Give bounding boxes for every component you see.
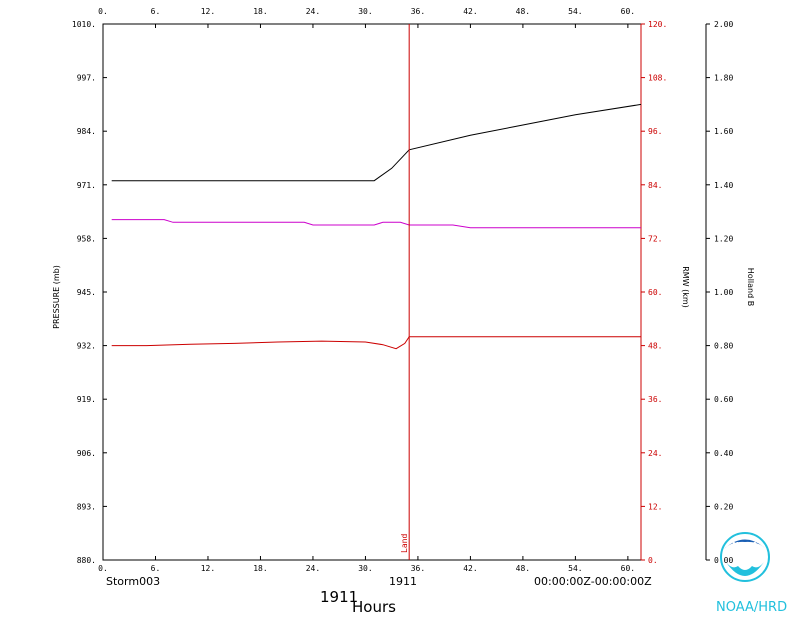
rmw-tick-label: 36. (648, 395, 662, 404)
holland-b-series-line (111, 219, 641, 229)
rmw-tick-label: 48. (648, 342, 662, 351)
holland-tick-label: 2.00 (714, 20, 733, 29)
rmw-tick-label: 96. (648, 127, 662, 136)
holland-axis-ticks: 0.00 0.20 0.40 0.60 0.80 1.00 1.20 1.40 1.60 1.80… (706, 20, 733, 565)
x-tick-top-label: 60. (621, 7, 635, 16)
storm-name: Storm003 (106, 575, 160, 588)
holland-tick-label: 0.20 (714, 502, 733, 511)
rmw-tick-label: 120. (648, 20, 667, 29)
rmw-tick-label: 24. (648, 449, 662, 458)
holland-tick-label: 0.80 (714, 342, 733, 351)
pressure-axis-ticks: 880. 893. 906. 919. 932. 945. 958. 971. 984. 997.… (72, 20, 107, 565)
x-tick-bottom-label: 48. (516, 564, 530, 573)
rmw-tick-label: 72. (648, 234, 662, 243)
rmw-tick-label: 84. (648, 181, 662, 190)
x-tick-bottom-label: 24. (306, 564, 320, 573)
year-center: 1911 (389, 575, 417, 588)
series-group (111, 103, 642, 350)
pressure-tick-label: 971. (77, 181, 96, 190)
holland-tick-label: 1.80 (714, 74, 733, 83)
x-tick-top-label: 36. (411, 7, 425, 16)
rmw-series-line (111, 336, 641, 350)
noaa-logo-emblem-text: NOAA (732, 541, 758, 550)
holland-tick-label: 1.00 (714, 288, 733, 297)
x-ticks-bottom: 0. 6. 12. 18. 24. 30. 36. 42. 48. 54. 60. (98, 556, 635, 573)
noaa-logo-ring (720, 532, 770, 582)
holland-tick-label: 0.60 (714, 395, 733, 404)
x-tick-bottom-label: 0. (98, 564, 108, 573)
year-large: 1911 (320, 588, 358, 606)
x-tick-bottom-label: 36. (411, 564, 425, 573)
holland-axis-title: Holland B (746, 268, 755, 306)
x-ticks-top: 0. 6. 12. 18. 24. 30. 36. 42. 48. 54. 60. (98, 7, 635, 28)
x-tick-bottom-label: 12. (201, 564, 215, 573)
x-tick-bottom-label: 30. (358, 564, 372, 573)
x-tick-top-label: 18. (253, 7, 267, 16)
rmw-tick-label: 12. (648, 502, 662, 511)
x-tick-top-label: 0. (98, 7, 108, 16)
pressure-axis-title: PRESSURE (mb) (52, 265, 61, 329)
x-tick-top-label: 6. (151, 7, 161, 16)
pressure-tick-label: 997. (77, 74, 96, 83)
noaa-logo: NOAA (720, 532, 770, 582)
x-tick-bottom-label: 18. (253, 564, 267, 573)
pressure-tick-label: 932. (77, 342, 96, 351)
x-tick-top-label: 42. (463, 7, 477, 16)
x-tick-top-label: 48. (516, 7, 530, 16)
pressure-tick-label: 984. (77, 127, 96, 136)
date-range: 00:00:00Z-00:00:00Z (534, 575, 652, 588)
x-tick-bottom-label: 60. (621, 564, 635, 573)
x-tick-bottom-label: 42. (463, 564, 477, 573)
pressure-tick-label: 880. (77, 556, 96, 565)
holland-tick-label: 0.40 (714, 449, 733, 458)
rmw-axis-ticks: 0. 12. 24. 36. 48. 60. 72. 84. 96. 108. 120. (641, 20, 667, 565)
x-tick-top-label: 30. (358, 7, 372, 16)
x-tick-top-label: 54. (568, 7, 582, 16)
rmw-tick-label: 0. (648, 556, 658, 565)
pressure-tick-label: 893. (77, 502, 96, 511)
holland-tick-label: 1.20 (714, 234, 733, 243)
rmw-axis-title: RMW (km) (681, 266, 690, 308)
x-tick-top-label: 24. (306, 7, 320, 16)
pressure-tick-label: 919. (77, 395, 96, 404)
holland-tick-label: 1.40 (714, 181, 733, 190)
rmw-tick-label: 108. (648, 74, 667, 83)
x-tick-bottom-label: 6. (151, 564, 161, 573)
pressure-tick-label: 1010. (72, 20, 96, 29)
rmw-tick-label: 60. (648, 288, 662, 297)
hours-label: Hours (352, 598, 396, 616)
pressure-series-line (111, 103, 642, 182)
noaa-hrd-label: NOAA/HRD (716, 600, 787, 615)
pressure-tick-label: 958. (77, 234, 96, 243)
pressure-tick-label: 945. (77, 288, 96, 297)
pressure-tick-label: 906. (77, 449, 96, 458)
plot-frame (102, 23, 642, 561)
x-tick-top-label: 12. (201, 7, 215, 16)
noaa-logo-wave-icon (726, 562, 764, 576)
noaa-logo-bird-icon (724, 539, 766, 549)
x-tick-bottom-label: 54. (568, 564, 582, 573)
holland-tick-label: 0.00 (714, 556, 733, 565)
landfall-label: Land (400, 534, 409, 553)
landfall-marker: Land (400, 24, 410, 560)
holland-tick-label: 1.60 (714, 127, 733, 136)
